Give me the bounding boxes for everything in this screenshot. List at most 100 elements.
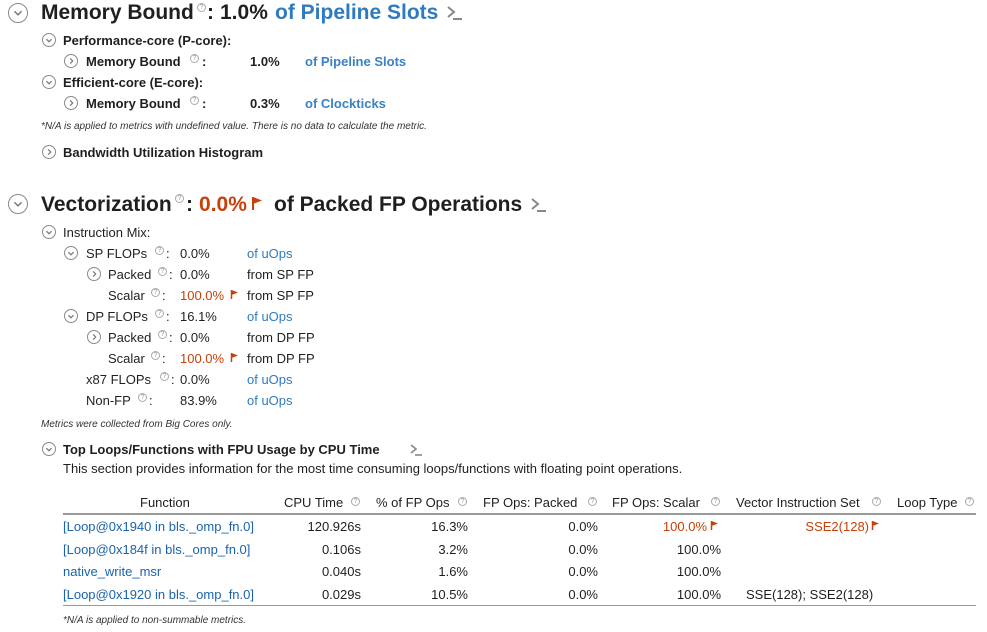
help-icon[interactable]: ? (160, 372, 169, 381)
sp-packed-unit: from SP FP (247, 267, 314, 282)
collapse-icon[interactable] (8, 194, 28, 214)
table-cell-fp-ops: 10.5% (431, 587, 468, 602)
collapse-icon[interactable] (64, 309, 78, 323)
flag-icon (871, 521, 879, 530)
sp-flops-unit: of uOps (247, 246, 293, 261)
colon: : (166, 309, 170, 324)
x87-flops-unit: of uOps (247, 372, 293, 387)
header-divider (63, 513, 976, 515)
expand-icon[interactable] (64, 54, 78, 68)
instruction-mix-label: Instruction Mix: (63, 225, 151, 240)
table-cell-isa: SSE(128); SSE2(128) (746, 587, 874, 602)
sp-scalar-value: 100.0% (180, 288, 225, 303)
colon: : (162, 351, 166, 366)
na-note: *N/A is applied to metrics with undefine… (41, 121, 427, 132)
table-row-function-link[interactable]: [Loop@0x184f in bls._omp_fn.0] (63, 542, 251, 557)
table-row-function-link[interactable]: [Loop@0x1920 in bls._omp_fn.0] (63, 587, 254, 602)
non-fp-unit: of uOps (247, 393, 293, 408)
help-icon[interactable]: ? (158, 267, 167, 276)
bandwidth-histogram-label[interactable]: Bandwidth Utilization Histogram (63, 145, 264, 160)
pcore-metric: Memory Bound (86, 54, 181, 69)
vectorization-value: 0.0% (199, 193, 247, 216)
collapse-icon[interactable] (42, 75, 56, 89)
col-vector-isa[interactable]: Vector Instruction Set (736, 495, 860, 510)
dp-flops-value: 16.1% (180, 309, 217, 324)
prompt-icon[interactable] (530, 197, 548, 213)
help-icon[interactable]: ? (458, 497, 467, 506)
sp-flops-value: 0.0% (180, 246, 210, 261)
vectorization-title: Vectorization (41, 193, 172, 216)
help-icon[interactable]: ? (155, 309, 164, 318)
collapse-icon[interactable] (64, 246, 78, 260)
colon: : (166, 246, 170, 261)
pcore-unit: of Pipeline Slots (305, 54, 407, 69)
dp-packed-unit: from DP FP (247, 330, 315, 345)
col-function[interactable]: Function (140, 495, 190, 510)
table-cell-cpu-time: 120.926s (307, 519, 362, 534)
help-icon[interactable]: ? (175, 194, 184, 203)
colon: : (169, 330, 173, 345)
table-cell-isa: SSE2(128) (805, 519, 869, 534)
collapse-icon[interactable] (8, 3, 28, 23)
table-cell-scalar: 100.0% (676, 564, 721, 579)
col-fp-packed[interactable]: FP Ops: Packed (483, 495, 578, 510)
top-loops-title: Top Loops/Functions with FPU Usage by CP… (63, 442, 380, 457)
prompt-icon[interactable] (410, 444, 423, 456)
expand-icon[interactable] (87, 267, 101, 281)
col-fp-scalar[interactable]: FP Ops: Scalar (612, 495, 700, 510)
help-icon[interactable]: ? (190, 96, 199, 105)
sp-flops-label: SP FLOPs (86, 246, 148, 261)
expand-icon[interactable] (64, 96, 78, 110)
dp-flops-label: DP FLOPs (86, 309, 148, 324)
flag-icon (230, 353, 238, 362)
sp-scalar-label: Scalar (108, 288, 145, 303)
non-fp-label: Non-FP (86, 393, 131, 408)
vectorization-unit: of Packed FP Operations (274, 193, 523, 216)
table-cell-fp-ops: 3.2% (438, 542, 468, 557)
flag-icon (252, 197, 262, 210)
pcore-label: Performance-core (P-core): (63, 33, 232, 48)
flag-icon (230, 290, 238, 299)
collapse-icon[interactable] (42, 442, 56, 456)
help-icon[interactable]: ? (351, 497, 360, 506)
ecore-metric: Memory Bound (86, 96, 181, 111)
expand-icon[interactable] (87, 330, 101, 344)
x87-flops-label: x87 FLOPs (86, 372, 152, 387)
table-row-function-link[interactable]: [Loop@0x1940 in bls._omp_fn.0] (63, 519, 254, 534)
help-icon[interactable]: ? (138, 393, 147, 402)
table-cell-cpu-time: 0.106s (321, 542, 361, 557)
expand-icon[interactable] (42, 145, 56, 159)
dp-flops-unit: of uOps (247, 309, 293, 324)
collapse-icon[interactable] (42, 225, 56, 239)
colon: : (202, 54, 207, 69)
col-cpu-time[interactable]: CPU Time (284, 495, 344, 510)
help-icon[interactable]: ? (588, 497, 597, 506)
prompt-icon[interactable] (446, 5, 464, 21)
ecore-unit: of Clockticks (305, 96, 386, 111)
pcore-value: 1.0% (250, 54, 280, 69)
sp-packed-label: Packed (108, 267, 152, 282)
ecore-value: 0.3% (250, 96, 280, 111)
table-row-function-link[interactable]: native_write_msr (63, 564, 162, 579)
memory-bound-unit: of Pipeline Slots (275, 1, 439, 24)
help-icon[interactable]: ? (155, 246, 164, 255)
table-cell-cpu-time: 0.029s (321, 587, 361, 602)
help-icon[interactable]: ? (151, 351, 160, 360)
col-loop-type[interactable]: Loop Type (897, 495, 958, 510)
help-icon[interactable]: ? (190, 54, 199, 63)
dp-scalar-value: 100.0% (180, 351, 225, 366)
table-cell-cpu-time: 0.040s (321, 564, 361, 579)
table-cell-scalar: 100.0% (676, 587, 721, 602)
help-icon[interactable]: ? (158, 330, 167, 339)
help-icon[interactable]: ? (151, 288, 160, 297)
col-fp-ops[interactable]: % of FP Ops (376, 495, 450, 510)
colon: : (171, 372, 175, 387)
help-icon[interactable]: ? (965, 497, 974, 506)
help-icon[interactable]: ? (197, 3, 206, 12)
dp-scalar-unit: from DP FP (247, 351, 315, 366)
collapse-icon[interactable] (42, 33, 56, 47)
help-icon[interactable]: ? (711, 497, 720, 506)
flag-icon (710, 521, 718, 530)
table-cell-packed: 0.0% (568, 564, 598, 579)
help-icon[interactable]: ? (872, 497, 881, 506)
